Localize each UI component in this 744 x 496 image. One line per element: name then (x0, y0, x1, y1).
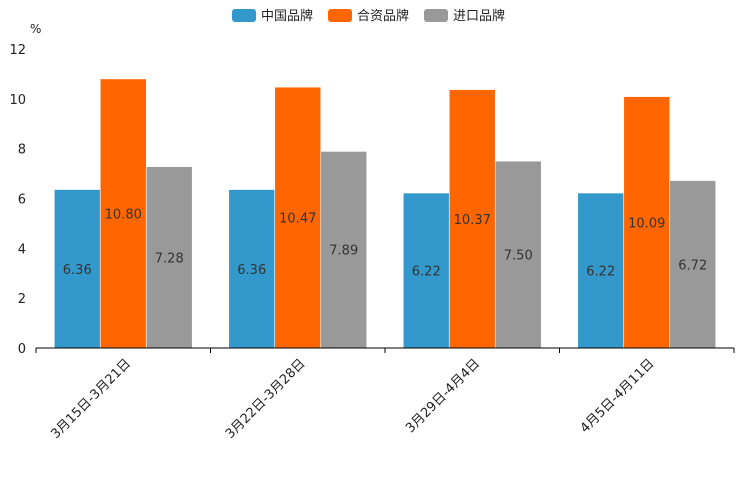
x-tick-label: 3月29日-4月4日 (403, 356, 483, 436)
legend: 中国品牌 合资品牌 进口品牌 (232, 8, 505, 24)
legend-swatch (328, 9, 352, 22)
bar (228, 189, 276, 349)
legend-swatch (232, 9, 256, 22)
y-axis-unit-label: % (30, 22, 41, 36)
y-tick-label: 4 (18, 242, 26, 257)
y-tick-label: 6 (18, 193, 26, 208)
bar (53, 189, 101, 349)
bar-value-label: 6.22 (586, 265, 615, 280)
bar (99, 78, 147, 349)
bar-value-label: 10.47 (279, 212, 316, 227)
legend-swatch (424, 9, 448, 22)
y-tick-label: 10 (9, 93, 26, 108)
x-tick-label: 4月5日-4月11日 (578, 356, 658, 436)
bar-value-label: 7.89 (329, 244, 358, 259)
bar (669, 180, 717, 349)
bar-value-label: 7.50 (504, 249, 533, 264)
x-axis: 3月15日-3月21日 3月22日-3月28日 3月29日-4月4日 4月5日-4月1… (35, 347, 735, 442)
bar-value-label: 7.28 (155, 251, 184, 266)
legend-label: 合资品牌 (357, 8, 409, 24)
bar-value-label: 6.36 (63, 263, 92, 278)
y-axis: 0 2 4 6 8 10 12 (9, 43, 26, 357)
y-tick-label: 12 (9, 43, 26, 58)
bar (274, 86, 322, 349)
legend-label: 中国品牌 (261, 8, 313, 24)
bar (577, 192, 625, 349)
bar-value-label: 10.80 (105, 207, 142, 222)
bar-value-label: 6.22 (412, 265, 441, 280)
bar-value-label: 10.09 (628, 216, 665, 231)
bar-value-label: 10.37 (454, 213, 491, 228)
y-tick-label: 8 (18, 143, 26, 158)
bar (145, 166, 193, 349)
bar (320, 151, 368, 349)
bar (448, 89, 496, 349)
x-tick-label: 3月22日-3月28日 (223, 356, 309, 442)
bar-value-label: 6.72 (678, 258, 707, 273)
y-tick-label: 0 (18, 342, 26, 357)
bar-value-label: 6.36 (237, 263, 266, 278)
x-tick-label: 3月15日-3月21日 (48, 356, 134, 442)
y-tick-label: 2 (18, 292, 26, 307)
legend-label: 进口品牌 (453, 8, 505, 24)
bars: 6.36 10.80 7.28 6.36 10.47 7.89 6.22 10.37 7.50 6… (53, 78, 717, 349)
